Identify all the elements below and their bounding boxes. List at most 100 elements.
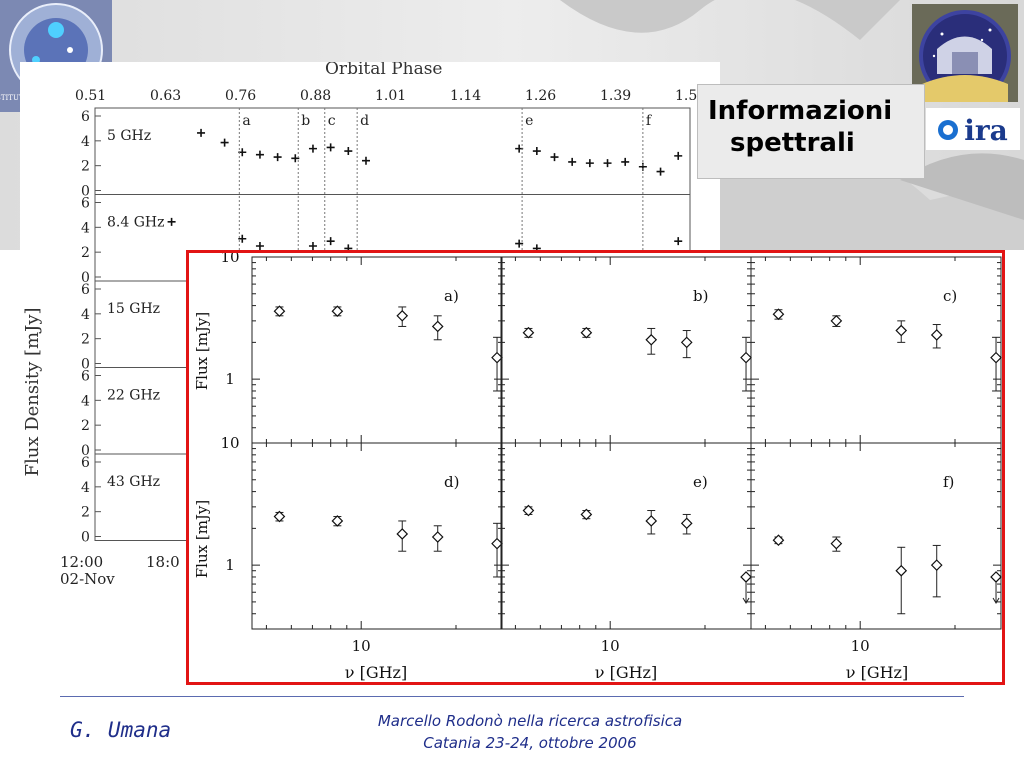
spectrum-point-4-2	[645, 515, 658, 527]
top-tick-3: 0.88	[300, 88, 331, 104]
lc-marker-label-b: b	[301, 113, 310, 129]
lc-panel-label-1: 8.4 GHz	[107, 215, 164, 231]
lc-ytick-1-2: 2	[81, 245, 90, 261]
spectrum-frame-4	[500, 442, 752, 630]
lc-point-0-19	[674, 151, 683, 160]
spectrum-point-0-1	[331, 305, 344, 318]
spectrum-frame-5	[750, 442, 1002, 630]
spectrum-point-4-0	[522, 504, 535, 517]
lc-ytick-0-1: 4	[81, 134, 90, 150]
lc-point-1-2	[255, 242, 264, 250]
spectrum-frame-2	[750, 256, 1002, 444]
spectrum-frame-0	[251, 256, 503, 444]
lc-ytick-4-3: 0	[81, 530, 90, 546]
ira-logo-text: ira	[964, 114, 1008, 147]
spectrum-ylabel-0-0: 10	[220, 253, 239, 266]
spectrum-point-4-1	[580, 508, 593, 521]
spectrum-xlabel-tick-1: 10	[601, 637, 620, 655]
lc-point-0-11	[532, 147, 541, 156]
light-curve-ylabel: Flux Density [mJy]	[22, 307, 43, 476]
lc-panel-label-0: 5 GHz	[107, 128, 151, 144]
lc-ytick-3-2: 2	[81, 418, 90, 434]
spectrum-xlabel-tick-0: 10	[352, 637, 371, 655]
spectrum-upperlimit-arrow-4-4	[742, 597, 750, 604]
bottom-tick-0: 12:00	[60, 553, 103, 571]
spectrum-point-1-4	[740, 351, 752, 364]
orbital-phase-title: Orbital Phase	[325, 62, 443, 79]
spectrum-point-0-4	[491, 351, 503, 364]
lc-ytick-3-1: 4	[81, 393, 90, 409]
spectrum-label-1: b)	[693, 287, 708, 305]
spectrum-point-3-4	[491, 537, 503, 550]
lc-ytick-3-3: 0	[81, 443, 90, 459]
spectral-info-box: Informazioni spettrali	[697, 84, 925, 179]
top-tick-5: 1.14	[450, 88, 481, 104]
spectrum-point-1-0	[522, 326, 535, 339]
top-tick-7: 1.39	[600, 88, 631, 104]
top-tick-6: 1.26	[525, 88, 556, 104]
footer-title-line1: Marcello Rodonò nella ricerca astrofisic…	[377, 712, 683, 730]
lc-panel-frame-0	[94, 107, 691, 195]
lc-panel-label-3: 22 GHz	[107, 388, 160, 404]
top-tick-8: 1.5	[675, 88, 697, 104]
lc-point-0-7	[326, 143, 335, 152]
lc-point-0-0	[197, 128, 206, 137]
spectrum-point-5-1	[830, 537, 843, 550]
spectrum-point-5-3	[930, 559, 943, 571]
lc-point-0-18	[656, 167, 665, 176]
ira-logo: ira	[926, 108, 1020, 150]
lc-ytick-1-0: 6	[81, 196, 90, 212]
spectrum-ylabel-1-1: 1	[225, 556, 235, 574]
lc-point-1-0	[167, 217, 176, 226]
spectrum-point-3-2	[396, 528, 409, 540]
spectrum-ylabel-1-0: 10	[220, 434, 239, 452]
bottom-date: 02-Nov	[60, 570, 115, 588]
spectrum-ylabel-0-1: 1	[225, 370, 235, 388]
spectra-xlabel-2: ν [GHz]	[595, 663, 657, 682]
lc-marker-label-a: a	[242, 113, 250, 129]
lc-ytick-0-0: 6	[81, 109, 90, 125]
lc-ytick-3-0: 6	[81, 369, 90, 385]
spectrum-point-1-1	[580, 326, 593, 339]
lc-panel-label-4: 43 GHz	[107, 474, 160, 490]
lc-point-0-5	[291, 154, 300, 163]
spectrum-point-3-0	[273, 510, 286, 523]
spectrum-point-5-0	[772, 534, 785, 547]
lc-ytick-2-1: 4	[81, 307, 90, 323]
footer-title: Marcello Rodonò nella ricerca astrofisic…	[280, 710, 780, 754]
lc-panel-label-2: 15 GHz	[107, 301, 160, 317]
spectrum-xlabel-tick-2: 10	[851, 637, 870, 655]
top-tick-1: 0.63	[150, 88, 181, 104]
lc-point-0-13	[568, 157, 577, 166]
footer-title-line2: Catania 23-24, ottobre 2006	[423, 734, 637, 752]
lc-point-0-15	[603, 159, 612, 168]
info-box-line2: spettrali	[730, 128, 855, 158]
spectra-xlabel-3: ν [GHz]	[846, 663, 908, 682]
spectrum-point-1-2	[645, 333, 658, 346]
footer-divider	[60, 696, 964, 697]
spectrum-point-2-0	[772, 308, 785, 321]
spectrum-point-4-3	[680, 517, 693, 530]
lc-ytick-1-1: 4	[81, 220, 90, 236]
lc-point-0-1	[220, 138, 229, 147]
lc-ytick-2-2: 2	[81, 332, 90, 348]
lc-point-0-8	[344, 147, 353, 156]
spectra-xlabel-1: ν [GHz]	[345, 663, 407, 682]
lc-point-1-8	[674, 237, 683, 246]
top-tick-4: 1.01	[375, 88, 406, 104]
top-tick-0: 0.51	[75, 88, 106, 104]
spectrum-upperlimit-arrow-5-4	[992, 597, 1000, 604]
spectrum-point-2-3	[930, 329, 943, 341]
lc-point-1-4	[326, 237, 335, 246]
spectra-ylabel-top: Flux [mJy]	[193, 312, 211, 391]
spectrum-frame-1	[500, 256, 752, 444]
lc-marker-label-e: e	[525, 113, 533, 129]
lc-ytick-4-0: 6	[81, 455, 90, 471]
lc-ytick-4-1: 4	[81, 480, 90, 496]
lc-point-0-6	[308, 144, 317, 153]
spectrum-label-3: d)	[444, 473, 459, 491]
lc-point-0-3	[255, 150, 264, 159]
spectrum-label-4: e)	[693, 473, 708, 491]
spectrum-point-2-2	[895, 324, 908, 337]
lc-point-0-12	[550, 153, 559, 162]
